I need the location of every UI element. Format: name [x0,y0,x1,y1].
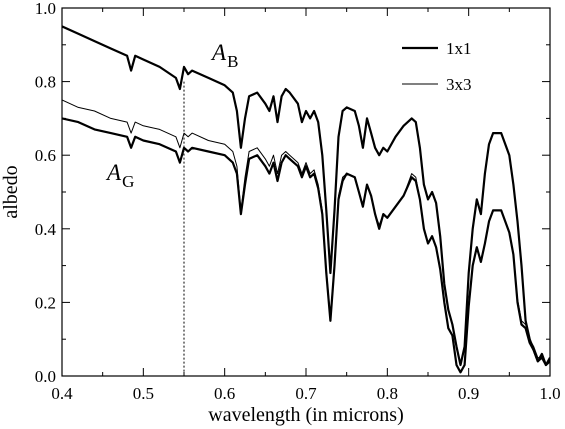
ticks-layer [61,7,551,377]
annotation-ag-main: A [105,160,122,185]
annotation-ag: AG [105,160,134,191]
annotation-ag-sub: G [122,172,134,191]
x-tick-label: 0.4 [51,384,73,403]
x-tick-label: 0.9 [458,384,479,403]
tick-labels-layer: 0.4 0.5 0.6 0.7 0.8 0.9 1.0 0.0 0.2 0.4 0.6 0.8 1.0 [35,0,561,403]
legend-label-1x1: 1x1 [446,39,472,58]
legend: 1x1 3x3 [402,39,472,94]
y-axis-title: albedo [0,165,22,218]
y-tick-label: 0.8 [35,73,56,92]
y-tick-label: 0.0 [35,367,56,386]
plot-frame [61,7,551,377]
annotation-ab: AB [210,40,238,71]
series-line-2-thick [62,117,550,374]
series-layer [62,25,550,374]
y-tick-label: 0.4 [35,220,57,239]
x-tick-label: 0.5 [133,384,154,403]
series-line-1-thick [62,25,550,367]
annotation-ab-main: A [210,40,227,65]
y-tick-label: 1.0 [35,0,56,18]
annotation-ab-sub: B [227,52,238,71]
y-tick-label: 0.6 [35,146,56,165]
x-tick-label: 1.0 [539,384,560,403]
x-tick-label: 0.7 [295,384,317,403]
x-axis-title: wavelength (in microns) [208,404,404,426]
series-line-3-thin [62,99,550,373]
y-tick-label: 0.2 [35,293,56,312]
x-tick-label: 0.6 [214,384,235,403]
legend-label-3x3: 3x3 [446,75,472,94]
x-tick-label: 0.8 [377,384,398,403]
